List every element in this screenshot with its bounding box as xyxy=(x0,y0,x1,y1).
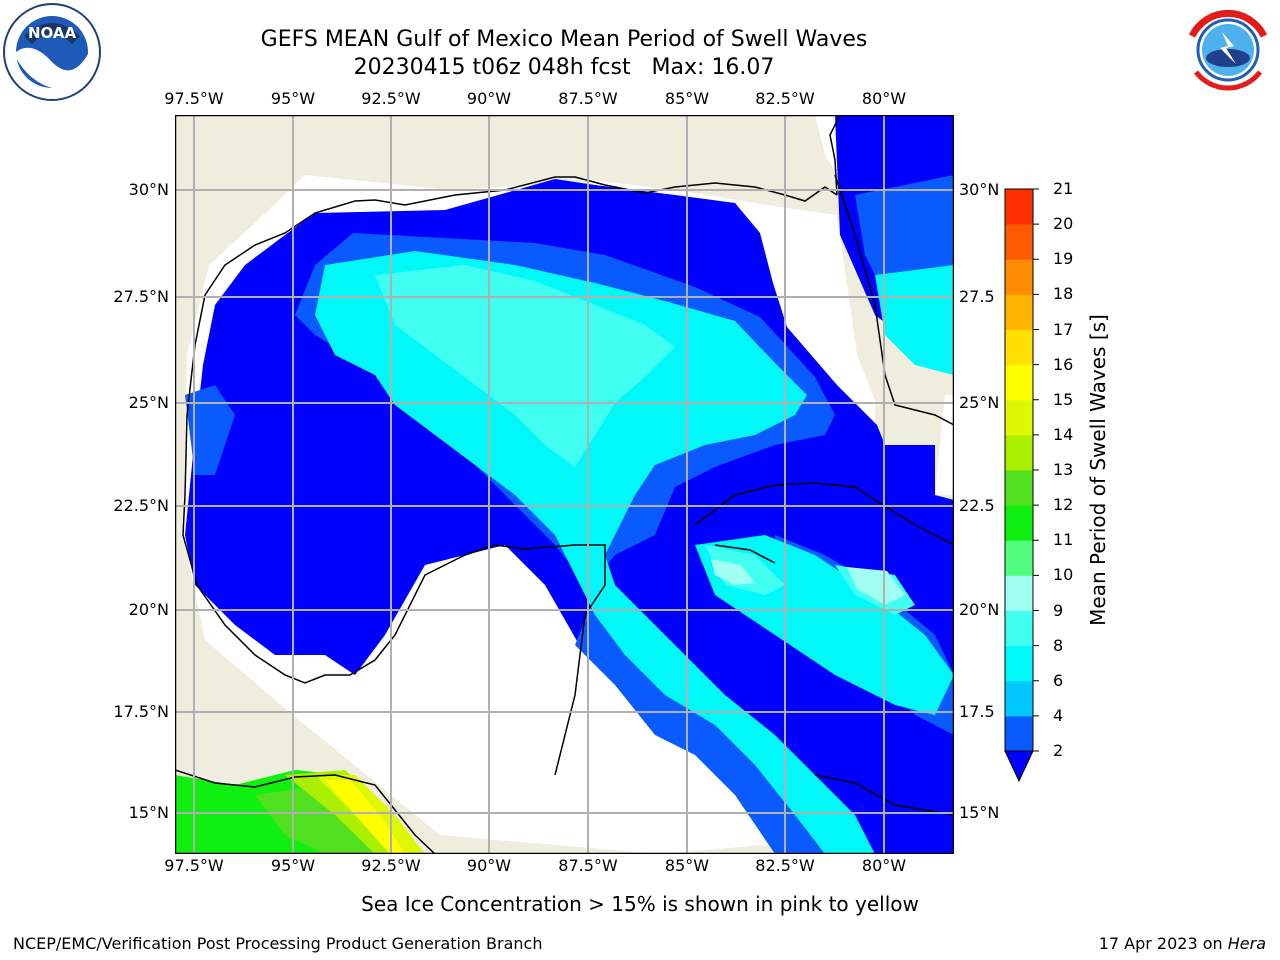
colorbar-extend-arrow xyxy=(1004,750,1034,783)
colorbar-segment xyxy=(1005,259,1033,295)
lon-tick-bottom: 95°W xyxy=(270,856,316,875)
lon-tick-bottom: 85°W xyxy=(664,856,710,875)
lat-tick-right: 15°N xyxy=(959,803,1000,822)
colorbar-tick: 21 xyxy=(1053,179,1074,198)
colorbar-tick: 19 xyxy=(1053,249,1074,269)
sea-ice-note: Sea Ice Concentration > 15% is shown in … xyxy=(361,892,919,916)
colorbar-tick: 13 xyxy=(1053,460,1074,479)
lon-tick-top: 87.5°W xyxy=(558,89,618,108)
colorbar-segment xyxy=(1005,364,1033,401)
colorbar-segment xyxy=(1005,189,1033,225)
colorbar-segment xyxy=(1005,610,1033,647)
lon-tick-top: 97.5°W xyxy=(164,89,224,108)
swell-field-9-10s xyxy=(711,559,905,605)
lon-tick-bottom: 87.5°W xyxy=(558,856,618,875)
colorbar-tick: 6 xyxy=(1053,670,1064,690)
lon-tick-bottom: 92.5°W xyxy=(361,856,421,875)
lat-tick-right: 30°N xyxy=(959,180,1000,199)
colorbar-segment xyxy=(1005,540,1033,576)
lon-tick-top: 80°W xyxy=(861,89,907,108)
lon-tick-bottom: 80°W xyxy=(861,856,907,875)
lon-tick-top: 90°W xyxy=(466,89,512,108)
lat-tick-right: 20°N xyxy=(959,600,1000,619)
colorbar xyxy=(1004,188,1039,783)
colorbar-tick: 16 xyxy=(1053,354,1074,374)
lat-tick-right: 25°N xyxy=(959,393,1000,412)
colorbar-segment xyxy=(1005,470,1033,506)
credit-text: NCEP/EMC/Verification Post Processing Pr… xyxy=(13,934,543,953)
map-panel xyxy=(175,115,954,854)
colorbar-tick: 17 xyxy=(1053,319,1074,339)
colorbar-segment xyxy=(1005,329,1033,366)
lat-tick-right: 22.5 xyxy=(959,496,995,515)
date-stamp: 17 Apr 2023 on Hera xyxy=(1099,934,1266,953)
lon-tick-top: 95°W xyxy=(270,89,316,108)
lat-tick-left: 22.5°N xyxy=(113,496,169,515)
colorbar-segment xyxy=(1005,715,1033,752)
colorbar-tick: 18 xyxy=(1053,284,1074,304)
nws-logo xyxy=(1182,4,1274,96)
svg-text:NOAA: NOAA xyxy=(28,24,77,42)
colorbar-segment xyxy=(1005,645,1033,682)
lon-tick-bottom: 97.5°W xyxy=(164,856,224,875)
colorbar-segment xyxy=(1005,399,1033,436)
date-text: 17 Apr 2023 on xyxy=(1098,934,1228,953)
lon-tick-bottom: 90°W xyxy=(466,856,512,875)
lat-tick-left: 15°N xyxy=(128,803,169,822)
colorbar-tick: 2 xyxy=(1053,741,1064,760)
lat-tick-left: 17.5°N xyxy=(113,702,169,721)
coastlines xyxy=(175,115,954,854)
lat-tick-left: 30°N xyxy=(128,180,169,199)
colorbar-segment xyxy=(1005,505,1033,541)
lon-tick-top: 82.5°W xyxy=(755,89,815,108)
colorbar-tick: 4 xyxy=(1053,705,1064,725)
colorbar-label: Mean Period of Swell Waves [s] xyxy=(1086,314,1110,626)
colorbar-tick: 9 xyxy=(1053,600,1064,620)
machine-name: Hera xyxy=(1227,934,1266,953)
lat-tick-left: 27.5°N xyxy=(113,287,169,306)
lat-tick-left: 25°N xyxy=(128,393,169,412)
max-value: 16.07 xyxy=(711,55,775,80)
colorbar-segment xyxy=(1005,434,1033,471)
colorbar-tick: 10 xyxy=(1053,565,1074,585)
colorbar-tick: 11 xyxy=(1053,530,1074,550)
noaa-logo: NOAA xyxy=(3,3,101,101)
colorbar-tick: 14 xyxy=(1053,424,1074,444)
colorbar-segment xyxy=(1005,575,1033,611)
forecast-info: 20230415 t06z 048h fcst Max: xyxy=(353,55,712,80)
colorbar-segment xyxy=(1005,680,1033,717)
colorbar-tick: 15 xyxy=(1053,389,1074,409)
colorbar-segment xyxy=(1005,294,1033,330)
chart-title: GEFS MEAN Gulf of Mexico Mean Period of … xyxy=(260,27,868,52)
lon-tick-bottom: 82.5°W xyxy=(755,856,815,875)
graticule xyxy=(175,115,954,854)
lat-tick-right: 17.5 xyxy=(959,702,995,721)
colorbar-tick: 12 xyxy=(1053,495,1074,515)
colorbar-tick: 8 xyxy=(1053,635,1064,655)
lon-tick-top: 92.5°W xyxy=(361,89,421,108)
colorbar-tick: 20 xyxy=(1053,214,1074,234)
colorbar-segment xyxy=(1005,224,1033,260)
lat-tick-right: 27.5 xyxy=(959,287,995,306)
map-frame xyxy=(175,115,954,854)
lon-tick-top: 85°W xyxy=(664,89,710,108)
lat-tick-left: 20°N xyxy=(128,600,169,619)
chart-subtitle: 20230415 t06z 048h fcst Max: 16.07 xyxy=(0,55,1128,81)
